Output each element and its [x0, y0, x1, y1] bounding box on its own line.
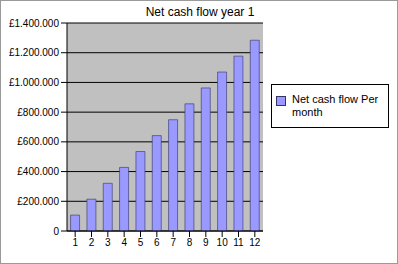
svg-text:£200.000: £200.000 [17, 196, 59, 207]
svg-text:6: 6 [154, 237, 160, 248]
svg-text:£1.200.000: £1.200.000 [9, 47, 59, 58]
svg-text:£800.000: £800.000 [17, 107, 59, 118]
svg-text:3: 3 [105, 237, 111, 248]
svg-text:0: 0 [53, 226, 59, 237]
svg-text:11: 11 [233, 237, 244, 248]
svg-text:4: 4 [121, 237, 127, 248]
svg-text:2: 2 [89, 237, 95, 248]
svg-text:5: 5 [138, 237, 144, 248]
svg-text:8: 8 [187, 237, 193, 248]
svg-text:9: 9 [203, 237, 209, 248]
svg-text:£600.000: £600.000 [17, 136, 59, 147]
svg-text:10: 10 [217, 237, 229, 248]
html-text:Net cash flow year 1: Net cash flow year 1 [145, 5, 255, 19]
svg-text:£400.000: £400.000 [17, 166, 59, 177]
svg-text:£1.000.000: £1.000.000 [9, 77, 59, 88]
svg-text:£1.400.000: £1.400.000 [9, 18, 59, 29]
html-text:Net cash flow Per month: Net cash flow Per month [292, 93, 379, 118]
svg-text:7: 7 [170, 237, 176, 248]
svg-text:1: 1 [72, 237, 78, 248]
svg-text:12: 12 [249, 237, 261, 248]
